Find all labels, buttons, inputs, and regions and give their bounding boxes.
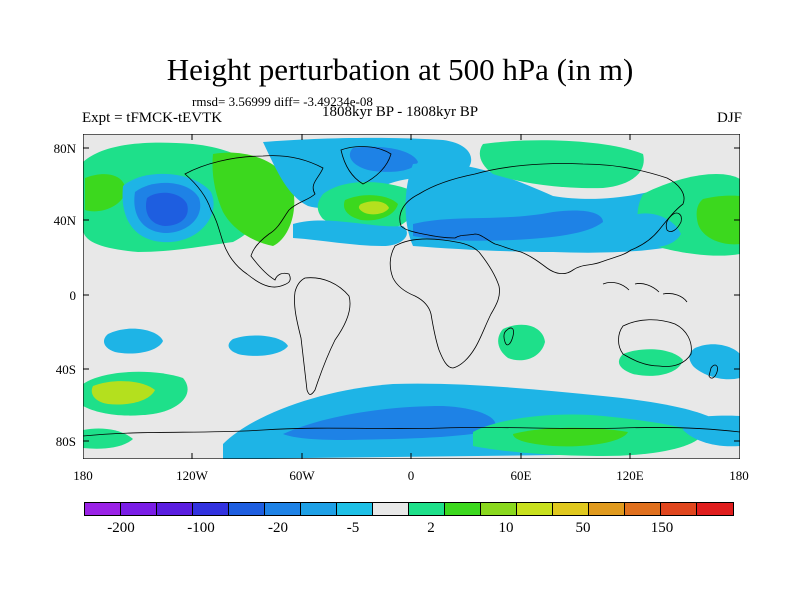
plot-title: Height perturbation at 500 hPa (in m) bbox=[166, 52, 634, 87]
south-nz-blue bbox=[689, 344, 740, 380]
arctic-blue-core bbox=[349, 146, 418, 172]
anomaly-map bbox=[83, 134, 740, 459]
lat-label-80s: 80S bbox=[55, 434, 76, 449]
eurasia-blue-core bbox=[413, 210, 603, 241]
colorbar-swatch bbox=[337, 503, 373, 515]
colorbar-swatch bbox=[301, 503, 337, 515]
axis-ticks bbox=[83, 134, 740, 459]
lon-label-120e: 120E bbox=[616, 468, 644, 483]
madagascar-outline bbox=[503, 327, 514, 346]
colorbar-swatch bbox=[589, 503, 625, 515]
colorbar-swatch bbox=[409, 503, 445, 515]
lon-label-60w: 60W bbox=[289, 468, 315, 483]
antarctica-outline bbox=[83, 427, 740, 437]
atlantic-yellow bbox=[358, 201, 389, 215]
south-indian-green bbox=[498, 324, 545, 361]
south-pacific-blue-2 bbox=[228, 335, 288, 356]
south-pacific-green-core bbox=[91, 381, 155, 405]
japan-outline bbox=[665, 212, 682, 232]
nh-lightgreen-west bbox=[85, 174, 126, 212]
colorbar-label: 2 bbox=[427, 520, 435, 536]
australia-outline bbox=[618, 319, 692, 367]
south-australia-green bbox=[618, 349, 683, 376]
stats-subtitle: rmsd= 3.56999 diff= -3.49234e-08 bbox=[192, 94, 373, 109]
north-pacific-green-core bbox=[696, 195, 740, 245]
colorbar-swatch bbox=[481, 503, 517, 515]
maritime-islands-outline bbox=[602, 282, 688, 303]
arctic-blue-band bbox=[263, 137, 472, 209]
colorbar-swatch bbox=[193, 503, 229, 515]
colorbar-swatch bbox=[229, 503, 265, 515]
colorbar bbox=[84, 502, 734, 516]
southern-ocean-blue-core bbox=[283, 406, 496, 440]
eurasia-outline bbox=[399, 163, 685, 274]
lat-label-40s: 40S bbox=[55, 362, 76, 377]
africa-outline bbox=[389, 238, 500, 369]
lon-label-60e: 60E bbox=[510, 468, 532, 483]
canada-green bbox=[212, 152, 295, 246]
new-zealand-outline bbox=[708, 364, 718, 379]
lon-label-0: 0 bbox=[407, 468, 415, 483]
coastlines bbox=[83, 146, 740, 437]
colorbar-label: 10 bbox=[498, 520, 514, 536]
period-subtitle: 1808kyr BP - 1808kyr BP bbox=[322, 104, 479, 120]
mid-atlantic-blue-tail bbox=[293, 220, 407, 246]
south-pacific-blue-1 bbox=[103, 328, 163, 354]
colorbar-label: -5 bbox=[346, 520, 360, 536]
colorbar-swatch bbox=[517, 503, 553, 515]
colorbar-swatch bbox=[661, 503, 697, 515]
siberia-green bbox=[479, 140, 644, 189]
lon-label-120w: 120W bbox=[176, 468, 208, 483]
colorbar-swatch bbox=[445, 503, 481, 515]
colorbar-swatch bbox=[697, 503, 733, 515]
lat-label-80n: 80N bbox=[53, 141, 76, 156]
colorbar-swatch bbox=[553, 503, 589, 515]
lon-label-180-left: 180 bbox=[73, 468, 93, 483]
greenland-outline bbox=[340, 146, 392, 185]
colorbar-label: 150 bbox=[650, 520, 674, 536]
colorbar-swatch bbox=[85, 503, 121, 515]
colorbar-swatch bbox=[373, 503, 409, 515]
lat-label-40n: 40N bbox=[53, 213, 76, 228]
south-america-outline bbox=[294, 277, 351, 395]
colorbar-label: -100 bbox=[187, 520, 215, 536]
colorbar-swatch bbox=[121, 503, 157, 515]
colorbar-swatch bbox=[625, 503, 661, 515]
antarctic-blue-east bbox=[683, 415, 740, 447]
season-label: DJF bbox=[716, 110, 742, 126]
experiment-label: Expt = tFMCK-tEVTK bbox=[82, 110, 223, 126]
aleutian-low-core bbox=[145, 192, 188, 226]
colorbar-label: 50 bbox=[575, 520, 591, 536]
colorbar-label: -200 bbox=[107, 520, 135, 536]
north-america-outline bbox=[184, 155, 324, 288]
colorbar-swatch bbox=[265, 503, 301, 515]
lat-label-0: 0 bbox=[69, 288, 77, 303]
colorbar-swatch bbox=[157, 503, 193, 515]
southern-ocean-green-core bbox=[513, 427, 628, 447]
lon-label-180-right: 180 bbox=[729, 468, 749, 483]
colorbar-label: -20 bbox=[268, 520, 288, 536]
